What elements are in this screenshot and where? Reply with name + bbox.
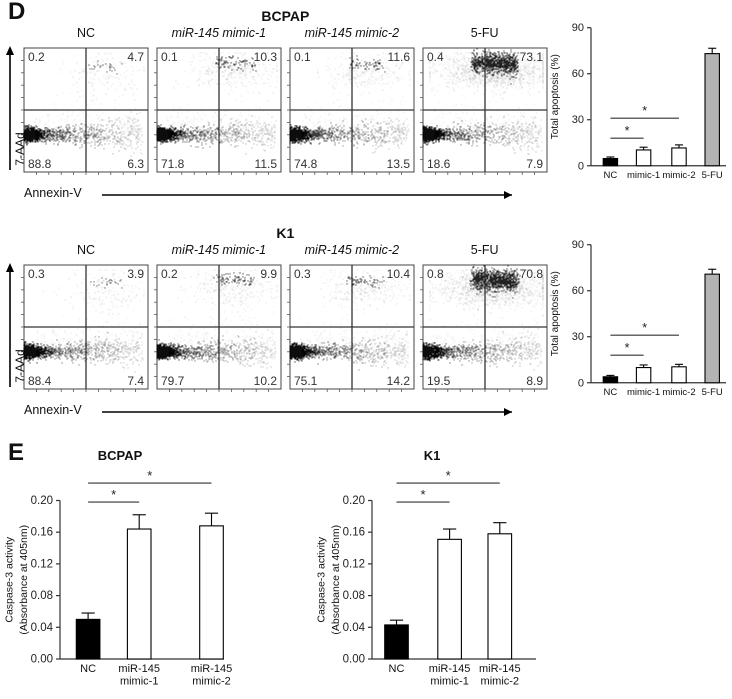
svg-text:88.4: 88.4 (28, 374, 52, 388)
svg-text:4.7: 4.7 (127, 50, 144, 64)
svg-text:0: 0 (578, 377, 584, 389)
svg-text:0.2: 0.2 (28, 50, 45, 64)
svg-text:90: 90 (572, 22, 584, 34)
svg-text:30: 30 (572, 331, 584, 343)
svg-text:miR-145: miR-145 (119, 663, 161, 675)
svg-text:10.3: 10.3 (254, 50, 278, 64)
svg-text:mimic-1: mimic-1 (627, 170, 660, 181)
svg-text:BCPAP: BCPAP (98, 448, 143, 463)
svg-text:Caspase-3 activity: Caspase-3 activity (316, 536, 328, 623)
svg-text:74.8: 74.8 (294, 157, 318, 171)
svg-text:10.2: 10.2 (254, 374, 278, 388)
svg-text:0.3: 0.3 (294, 267, 311, 281)
svg-text:19.5: 19.5 (427, 374, 451, 388)
svg-text:*: * (147, 468, 152, 483)
svg-text:0: 0 (578, 160, 584, 172)
svg-text:0.12: 0.12 (31, 558, 53, 570)
svg-text:*: * (625, 124, 630, 138)
svg-text:miR-145: miR-145 (191, 663, 233, 675)
svg-text:*: * (446, 468, 451, 483)
svg-text:0.04: 0.04 (343, 622, 366, 634)
svg-text:mimic-2: mimic-2 (662, 387, 695, 398)
svg-text:*: * (642, 104, 647, 118)
svg-text:(Absorbance at 405nm): (Absorbance at 405nm) (330, 525, 342, 635)
svg-text:Total apoptosis (%): Total apoptosis (%) (550, 54, 561, 139)
svg-text:K1: K1 (424, 448, 441, 463)
svg-text:mimic-1: mimic-1 (627, 387, 660, 398)
svg-text:75.1: 75.1 (294, 374, 318, 388)
svg-text:30: 30 (572, 114, 584, 126)
svg-text:0.04: 0.04 (31, 622, 54, 634)
svg-text:mimic-1: mimic-1 (431, 676, 470, 688)
svg-text:*: * (421, 487, 426, 502)
svg-text:miR-145: miR-145 (479, 663, 521, 675)
svg-text:mimic-2: mimic-2 (481, 676, 520, 688)
svg-text:Caspase-3 activity: Caspase-3 activity (4, 536, 16, 623)
svg-text:0.20: 0.20 (343, 495, 365, 507)
svg-text:60: 60 (572, 68, 584, 80)
svg-text:miR-145: miR-145 (429, 663, 471, 675)
svg-text:NC: NC (389, 663, 405, 675)
svg-text:Total apoptosis (%): Total apoptosis (%) (550, 271, 561, 356)
svg-text:0.1: 0.1 (161, 50, 178, 64)
svg-text:10.4: 10.4 (386, 267, 410, 281)
svg-text:14.2: 14.2 (386, 374, 410, 388)
svg-text:13.5: 13.5 (386, 157, 410, 171)
svg-text:NC: NC (604, 170, 618, 181)
svg-text:70.8: 70.8 (519, 267, 543, 281)
svg-text:NC: NC (80, 663, 96, 675)
svg-text:9.9: 9.9 (260, 267, 277, 281)
svg-text:73.1: 73.1 (519, 50, 543, 64)
svg-text:6.3: 6.3 (127, 157, 144, 171)
svg-text:mimic-2: mimic-2 (192, 676, 231, 688)
svg-text:90: 90 (572, 239, 584, 251)
svg-text:3.9: 3.9 (127, 267, 144, 281)
svg-text:*: * (625, 341, 630, 355)
svg-text:0.3: 0.3 (28, 267, 45, 281)
svg-text:(Absorbance at 405nm): (Absorbance at 405nm) (18, 525, 30, 635)
svg-text:NC: NC (604, 387, 618, 398)
svg-text:5-FU: 5-FU (702, 387, 723, 398)
svg-text:79.7: 79.7 (161, 374, 185, 388)
svg-text:0.00: 0.00 (343, 654, 365, 666)
svg-text:18.6: 18.6 (427, 157, 451, 171)
svg-text:71.8: 71.8 (161, 157, 185, 171)
svg-text:0.2: 0.2 (161, 267, 178, 281)
svg-text:5-FU: 5-FU (702, 170, 723, 181)
svg-text:88.8: 88.8 (28, 157, 52, 171)
svg-text:11.6: 11.6 (387, 50, 410, 64)
svg-text:0.00: 0.00 (31, 654, 53, 666)
svg-text:*: * (642, 321, 647, 335)
svg-text:*: * (111, 487, 116, 502)
svg-text:0.1: 0.1 (294, 50, 311, 64)
svg-text:0.8: 0.8 (427, 267, 444, 281)
svg-text:11.5: 11.5 (254, 157, 277, 171)
svg-text:0.16: 0.16 (343, 527, 365, 539)
svg-text:0.4: 0.4 (427, 50, 444, 64)
svg-text:mimic-2: mimic-2 (662, 170, 695, 181)
svg-text:0.20: 0.20 (31, 495, 53, 507)
svg-text:7.4: 7.4 (127, 374, 144, 388)
svg-text:0.16: 0.16 (31, 527, 53, 539)
svg-text:0.08: 0.08 (31, 590, 53, 602)
svg-text:0.08: 0.08 (343, 590, 365, 602)
svg-text:mimic-1: mimic-1 (120, 676, 159, 688)
svg-text:7.9: 7.9 (526, 157, 543, 171)
svg-text:0.12: 0.12 (343, 558, 365, 570)
svg-text:8.9: 8.9 (526, 374, 543, 388)
svg-text:60: 60 (572, 285, 584, 297)
